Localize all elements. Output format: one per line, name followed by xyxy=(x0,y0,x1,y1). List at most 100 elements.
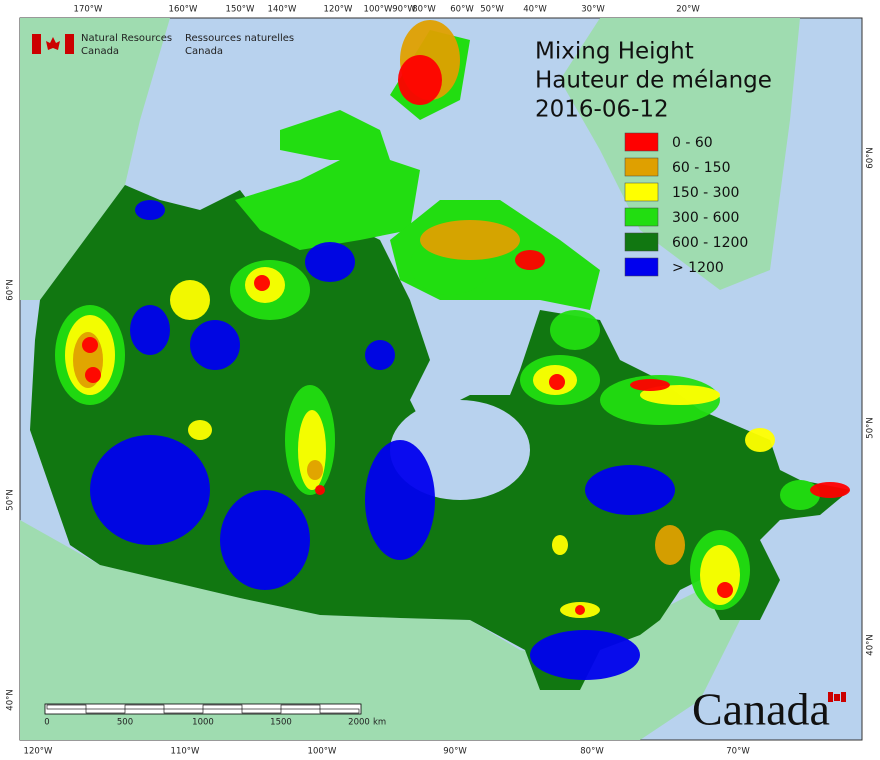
flag-bar xyxy=(65,34,74,54)
graticule-label: 50°N xyxy=(866,417,876,438)
legend-label: 0 - 60 xyxy=(672,135,713,151)
scale-segment xyxy=(319,708,360,714)
greenland xyxy=(560,18,800,290)
mixing-height-area xyxy=(365,440,435,560)
scale-segment xyxy=(163,708,204,714)
graticule-label: 160°W xyxy=(169,5,198,15)
org-fr: Canada xyxy=(185,46,223,57)
mixing-height-area xyxy=(585,465,675,515)
scale-segment xyxy=(241,708,282,714)
graticule-label: 20°W xyxy=(676,5,700,15)
scale-segment xyxy=(202,704,243,710)
org-fr: Ressources naturelles xyxy=(185,33,294,44)
scale-label: 0 xyxy=(44,718,49,728)
mixing-height-area xyxy=(305,242,355,282)
legend-swatch xyxy=(624,232,659,252)
mixing-height-area xyxy=(365,340,395,370)
wordmark-flag xyxy=(834,694,840,701)
graticule-label: 170°W xyxy=(74,5,103,15)
mixing-height-area xyxy=(550,310,600,350)
graticule-label: 100°W xyxy=(364,5,393,15)
graticule-label: 90°W xyxy=(443,747,467,757)
graticule-label: 90°W xyxy=(392,5,416,15)
mixing-height-area xyxy=(170,280,210,320)
mixing-height-area xyxy=(717,582,733,598)
title: Mixing Height xyxy=(535,39,694,65)
graticule-label: 100°W xyxy=(308,747,337,757)
scale-segment xyxy=(280,704,321,710)
mixing-height-area xyxy=(655,525,685,565)
legend-label: 150 - 300 xyxy=(672,185,739,201)
mixing-height-area xyxy=(82,337,98,353)
graticule-label: 60°W xyxy=(450,5,474,15)
graticule-label: 140°W xyxy=(268,5,297,15)
wordmark-flag xyxy=(828,692,833,702)
scale-segment xyxy=(124,704,165,710)
mixing-height-area xyxy=(135,200,165,220)
legend-label: 60 - 150 xyxy=(672,160,731,176)
title: Hauteur de mélange xyxy=(535,68,772,94)
graticule-label: 40°N xyxy=(6,689,16,710)
graticule-label: 30°W xyxy=(581,5,605,15)
scale-segment xyxy=(46,704,87,710)
mixing-height-area xyxy=(85,367,101,383)
mixing-height-area xyxy=(188,420,212,440)
graticule-label: 60°N xyxy=(866,147,876,168)
graticule-label: 60°N xyxy=(6,279,16,300)
graticule-label: 80°W xyxy=(412,5,436,15)
graticule-label: 80°W xyxy=(580,747,604,757)
arctic-islands xyxy=(280,110,390,160)
date: 2016-06-12 xyxy=(535,97,669,123)
scale-label: 1500 xyxy=(270,718,292,728)
legend-swatch xyxy=(624,182,659,202)
mixing-height-area xyxy=(315,485,325,495)
org-en: Natural Resources xyxy=(81,33,172,44)
graticule-label: 110°W xyxy=(171,747,200,757)
mixing-height-area xyxy=(254,275,270,291)
mixing-height-area xyxy=(575,605,585,615)
graticule-label: 50°N xyxy=(6,489,16,510)
scale-label: 2000 xyxy=(348,718,370,728)
scale-segment xyxy=(85,708,126,714)
scale-label: 1000 xyxy=(192,718,214,728)
maple-leaf xyxy=(46,37,60,50)
legend-label: 300 - 600 xyxy=(672,210,739,226)
mixing-height-area xyxy=(549,374,565,390)
legend-swatch xyxy=(624,132,659,152)
arctic-islands xyxy=(235,150,420,250)
legend-swatch xyxy=(624,257,659,277)
graticule-label: 120°W xyxy=(24,747,53,757)
mixing-height-area xyxy=(130,305,170,355)
graticule-label: 70°W xyxy=(726,747,750,757)
scale-unit: km xyxy=(373,718,386,728)
mixing-height-area xyxy=(398,55,442,105)
graticule-label: 50°W xyxy=(480,5,504,15)
graticule-label: 150°W xyxy=(226,5,255,15)
mixing-height-area xyxy=(780,480,820,510)
mixing-height-area xyxy=(630,379,670,391)
mixing-height-area xyxy=(745,428,775,452)
wordmark: Canada xyxy=(692,684,830,735)
legend-swatch xyxy=(624,207,659,227)
mixing-height-area xyxy=(552,535,568,555)
org-en: Canada xyxy=(81,46,119,57)
wordmark-flag xyxy=(841,692,846,702)
mixing-height-area xyxy=(515,250,545,270)
alaska xyxy=(20,18,170,300)
legend-label: 600 - 1200 xyxy=(672,235,748,251)
flag-bar xyxy=(32,34,41,54)
mixing-height-area xyxy=(810,482,850,498)
mixing-height-area xyxy=(90,435,210,545)
mixing-height-area xyxy=(530,630,640,680)
scale-label: 500 xyxy=(117,718,133,728)
graticule-label: 40°N xyxy=(866,634,876,655)
mixing-height-area xyxy=(307,460,323,480)
legend-swatch xyxy=(624,157,659,177)
graticule-label: 40°W xyxy=(523,5,547,15)
mixing-height-area xyxy=(420,220,520,260)
legend-label: > 1200 xyxy=(672,260,724,276)
mixing-height-area xyxy=(190,320,240,370)
graticule-label: 120°W xyxy=(324,5,353,15)
map-body xyxy=(20,18,850,740)
